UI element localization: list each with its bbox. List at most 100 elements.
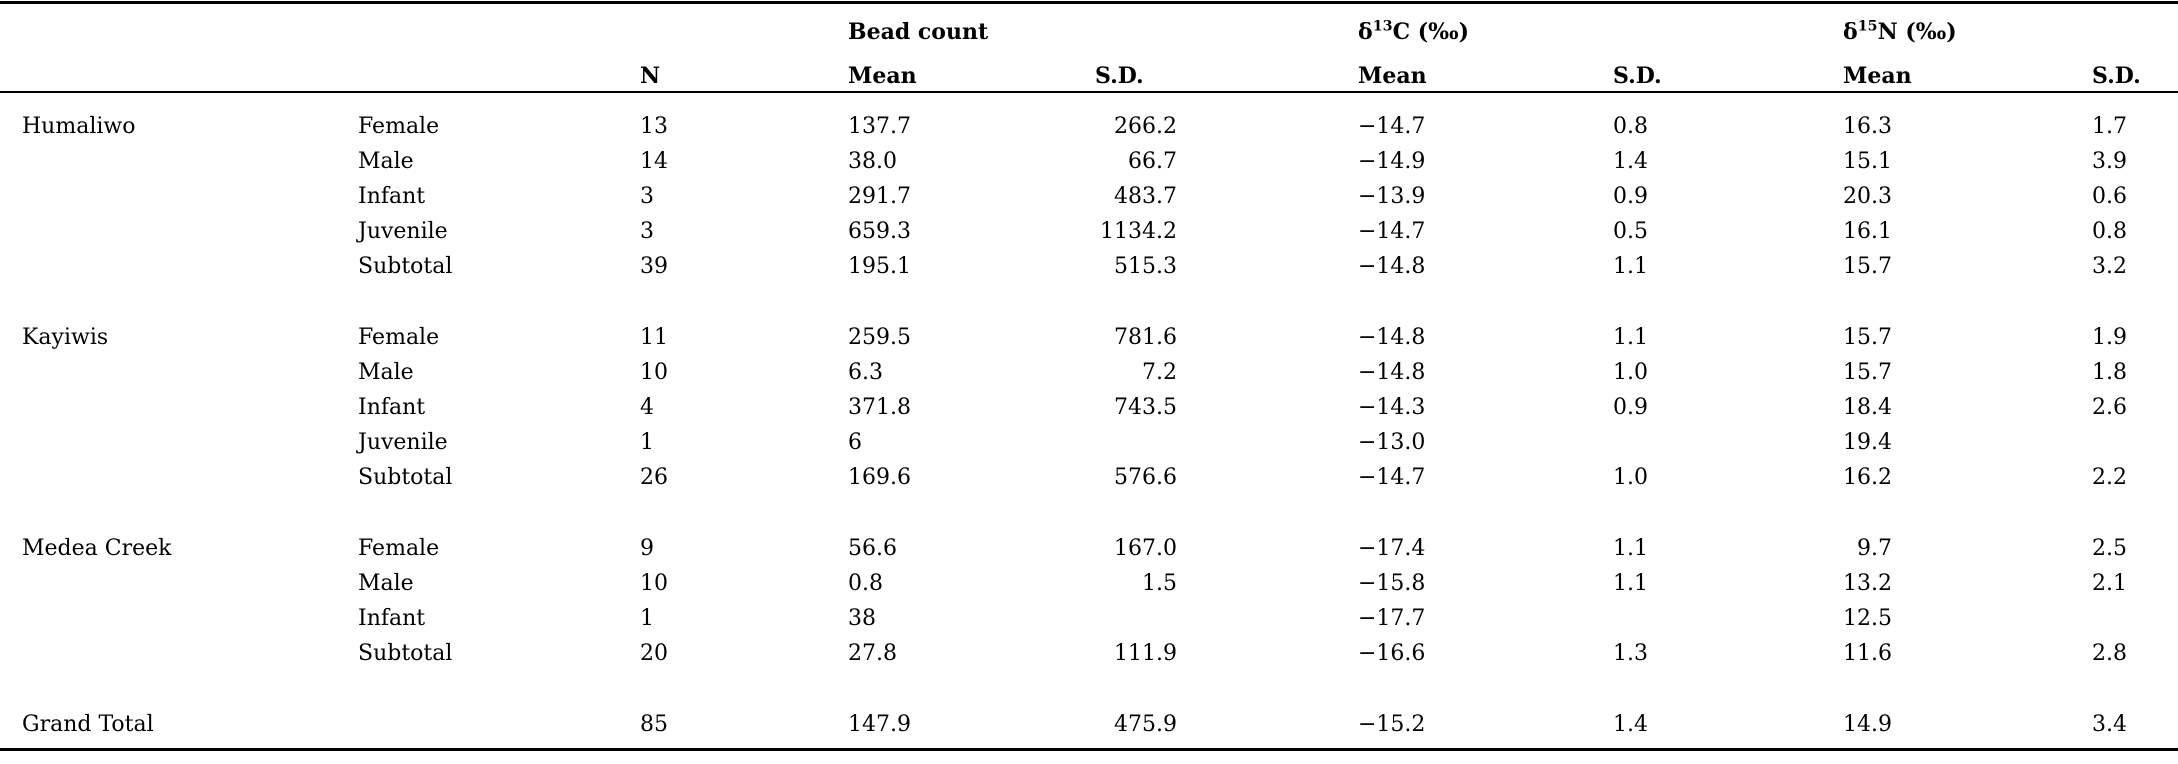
cell-bead-mean: 38.0 [848, 149, 897, 174]
cell-site [22, 214, 358, 249]
cell-d13c-mean: −13.0 [1358, 430, 1426, 455]
cell-d15n-sd: 2.6 [2092, 395, 2128, 420]
cell-bead-sd: 515.3 [1114, 254, 1177, 279]
cell-n: 39 [640, 254, 668, 279]
cell-category: Subtotal [358, 254, 453, 279]
table-row: Subtotal 39 195.1 515.3 −14.8 1.1 15.7 3… [22, 249, 2178, 284]
cell-d13c-mean: −14.7 [1358, 114, 1426, 139]
cell-d15n-mean: 20.3 [1843, 184, 1893, 209]
cell-d13c-sd: 0.9 [1613, 395, 1648, 420]
header-bead-mean: Mean [848, 62, 917, 89]
cell-d15n-sd: 3.4 [2092, 712, 2128, 737]
header-d13c-sd: S.D. [1613, 62, 1662, 89]
cell-d15n-sd: 2.5 [2092, 536, 2128, 561]
cell-category: Female [358, 536, 440, 561]
cell-d15n-mean: 12.5 [1843, 606, 1893, 631]
header-d15n-sd: S.D. [2092, 62, 2141, 89]
cell-d13c-mean: −13.9 [1358, 184, 1426, 209]
cell-category: Male [358, 360, 414, 385]
cell-bead-mean: 56.6 [848, 536, 897, 561]
cell-site: Medea Creek [22, 536, 172, 561]
cell-d13c-mean: −14.7 [1358, 219, 1426, 244]
cell-bead-sd [1095, 601, 1358, 636]
cell-n: 3 [640, 184, 654, 209]
cell-d13c-sd: 0.8 [1613, 114, 1648, 139]
cell-bead-sd: 1134.2 [1100, 219, 1177, 244]
cell-bead-mean: 195.1 [848, 254, 911, 279]
cell-bead-sd [1095, 425, 1358, 460]
table-row: Male 10 6.3 7.2 −14.8 1.0 15.7 1.8 [22, 355, 2178, 390]
cell-d13c-mean: −17.7 [1358, 606, 1426, 631]
cell-d13c-sd: 1.4 [1613, 149, 1648, 174]
cell-site [22, 390, 358, 425]
cell-bead-sd: 111.9 [1114, 641, 1177, 666]
cell-d15n-sd: 0.8 [2092, 219, 2128, 244]
cell-d13c-sd: 0.5 [1613, 219, 1648, 244]
cell-category: Juvenile [358, 430, 448, 455]
cell-category: Subtotal [358, 641, 453, 666]
cell-bead-mean: 0.8 [848, 571, 883, 596]
cell-d13c-sd: 1.0 [1613, 465, 1648, 490]
cell-category: Infant [358, 606, 426, 631]
spacer-row [22, 671, 2178, 707]
cell-bead-sd: 266.2 [1114, 114, 1177, 139]
cell-n: 1 [640, 430, 654, 455]
cell-d15n-mean: 13.2 [1843, 571, 1893, 596]
cell-bead-sd: 167.0 [1114, 536, 1177, 561]
cell-d13c-sd: 1.1 [1613, 325, 1648, 350]
cell-d15n-sd: 0.6 [2092, 184, 2128, 209]
header-bead-count-label: Bead count [848, 19, 989, 45]
cell-d15n-sd [2092, 425, 2178, 460]
cell-bead-mean: 371.8 [848, 395, 911, 420]
cell-d15n-mean: 15.7 [1843, 325, 1893, 350]
header-d13c-mean: Mean [1358, 62, 1427, 89]
spacer-row [22, 495, 2178, 531]
cell-category: Infant [358, 395, 426, 420]
cell-d15n-sd: 1.9 [2092, 325, 2128, 350]
table-row: Juvenile 3 659.3 1134.2 −14.7 0.5 16.1 0… [22, 214, 2178, 249]
cell-n: 20 [640, 641, 668, 666]
cell-n: 14 [640, 149, 668, 174]
header-d15n-mean: Mean [1843, 62, 1912, 89]
cell-bead-mean: 169.6 [848, 465, 911, 490]
cell-d13c-mean: −14.7 [1358, 465, 1426, 490]
cell-site [22, 425, 358, 460]
cell-site: Humaliwo [22, 114, 136, 139]
cell-site [22, 566, 358, 601]
header-sub-row: N Mean S.D. Mean S.D. Mean S.D. [22, 54, 2178, 97]
cell-d13c-sd [1613, 425, 1843, 460]
cell-bead-sd: 1.5 [1142, 571, 1177, 596]
cell-site [22, 179, 358, 214]
cell-bead-sd: 66.7 [1128, 149, 1177, 174]
cell-bead-sd: 743.5 [1114, 395, 1177, 420]
header-delta15n: δ15N (‰) [1843, 18, 1957, 45]
cell-d13c-mean: −14.8 [1358, 254, 1426, 279]
cell-d13c-mean: −14.3 [1358, 395, 1426, 420]
cell-d13c-sd [1613, 601, 1843, 636]
table-row: Subtotal 20 27.8 111.9 −16.6 1.3 11.6 2.… [22, 636, 2178, 671]
table-row: Male 10 0.8 1.5 −15.8 1.1 13.2 2.1 [22, 566, 2178, 601]
cell-d13c-sd: 1.0 [1613, 360, 1648, 385]
cell-category: Female [358, 325, 440, 350]
cell-d15n-sd: 2.1 [2092, 571, 2128, 596]
cell-d15n-sd: 2.2 [2092, 465, 2128, 490]
cell-category [358, 707, 640, 754]
spacer-row [22, 284, 2178, 320]
header-group-row: Bead count δ13C (‰) δ15N (‰) [22, 4, 2178, 54]
cell-d15n-mean: 15.7 [1843, 254, 1893, 279]
cell-d15n-sd [2092, 601, 2178, 636]
cell-category: Juvenile [358, 219, 448, 244]
cell-bead-mean: 137.7 [848, 114, 911, 139]
table-row: Juvenile 1 6 −13.0 19.4 [22, 425, 2178, 460]
cell-d15n-sd: 3.2 [2092, 254, 2128, 279]
table-row-grand-total: Grand Total 85 147.9 475.9 −15.2 1.4 14.… [22, 707, 2178, 754]
cell-d15n-mean: 19.4 [1843, 430, 1893, 455]
cell-bead-sd: 475.9 [1114, 712, 1177, 737]
cell-d13c-sd: 1.1 [1613, 536, 1648, 561]
cell-n: 10 [640, 571, 668, 596]
cell-category: Male [358, 571, 414, 596]
cell-d13c-mean: −15.2 [1358, 712, 1426, 737]
cell-bead-mean: 147.9 [848, 712, 911, 737]
cell-d13c-sd: 0.9 [1613, 184, 1648, 209]
table-row: Infant 4 371.8 743.5 −14.3 0.9 18.4 2.6 [22, 390, 2178, 425]
